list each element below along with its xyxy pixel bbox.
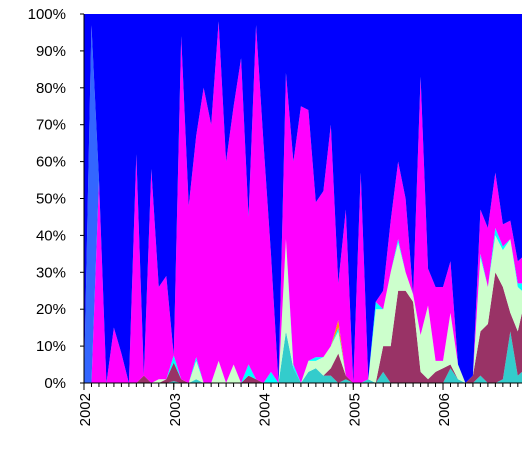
labels-layer: 0% 10% 20% 30% 40% 50% 60% 70% 80% 90% 100% 2002 200… [28,6,453,426]
y-tick-label: 50% [36,191,66,208]
y-tick-label: 10% [36,338,66,355]
y-tick-label: 40% [36,227,66,244]
area-series-5 [84,21,522,383]
y-tick-label: 100% [28,6,66,23]
x-tick-label: 2005 [346,393,363,426]
x-tick-label: 2002 [77,393,94,426]
x-tick-label: 2006 [436,393,453,426]
area-series-0 [84,331,522,383]
y-tick-label: 60% [36,154,66,171]
x-tick-label: 2003 [167,393,184,426]
x-tick-label: 2004 [257,393,274,426]
y-tick-label: 30% [36,264,66,281]
y-tick-label: 20% [36,301,66,318]
y-tick-label: 70% [36,117,66,134]
area-series-7 [84,14,522,383]
y-tick-label: 80% [36,80,66,97]
areas-layer [84,14,522,383]
y-tick-label: 90% [36,43,66,60]
axes-layer [80,13,522,390]
area-series-1 [84,272,522,383]
y-tick-label: 0% [44,375,66,392]
